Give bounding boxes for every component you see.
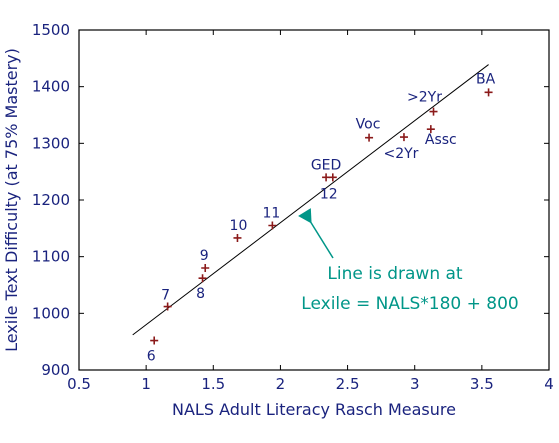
data-point-marker [484,88,493,97]
x-tick-label: 1.5 [201,375,225,393]
y-axis: 900 1000 1100 1200 1300 1400 1500 [32,21,549,379]
data-point-label: >2Yr [407,90,442,106]
data-point-label: 6 [147,349,156,365]
x-tick-label: 1 [141,375,151,393]
data-point-marker [322,173,331,182]
data-point-label: 8 [196,286,205,302]
x-tick-label: 3.5 [470,375,494,393]
fit-line [132,64,489,336]
x-tick-label: 2 [276,375,286,393]
x-tick-label: 3 [410,375,420,393]
y-tick-label: 900 [41,361,70,379]
data-points: 6 7 8 9 10 11 GED 12 Voc<2Yr Assc >2Yr BA [147,71,496,364]
annotation-arrow [298,208,334,259]
y-tick-label: 1100 [32,248,70,266]
data-point-marker [268,221,277,230]
x-tick-label: 4 [544,375,554,393]
data-point-marker [365,133,374,142]
data-point-marker [201,264,210,272]
data-point-marker [328,173,337,182]
annotation-line-1: Line is drawn at [327,264,463,284]
data-point-marker [426,125,435,134]
data-point-label: 12 [320,186,338,202]
data-point-label: 10 [230,218,248,234]
x-tick-label: 2.5 [336,375,360,393]
data-point-label: 9 [200,248,209,264]
y-tick-label: 1500 [32,21,70,39]
data-point-label: GED [311,157,341,173]
y-axis-title: Lexile Text Difficulty (at 75% Mastery) [2,48,21,352]
annotation-line-2: Lexile = NALS*180 + 800 [301,294,518,314]
data-point-marker [163,302,172,311]
data-point-label: <2Yr [383,146,418,162]
data-point-marker [429,107,438,116]
x-axis: 0.5 1 1.5 2 2.5 3 3.5 4 [67,30,554,393]
data-point-marker [150,336,159,345]
data-point-marker [198,274,207,283]
y-tick-label: 1000 [32,304,70,322]
data-point-marker [233,233,242,242]
y-tick-label: 1300 [32,134,70,152]
x-tick-label: 0.5 [67,375,91,393]
y-tick-label: 1200 [32,191,70,209]
data-point-label: 7 [161,288,170,304]
data-point-marker [399,133,408,142]
data-point-label: Voc [356,117,381,133]
data-point-label: BA [476,71,496,87]
data-point-label: 11 [262,206,280,222]
data-point-label: Assc [425,132,457,148]
y-tick-label: 1400 [32,78,70,96]
x-axis-title: NALS Adult Literacy Rasch Measure [172,400,456,419]
